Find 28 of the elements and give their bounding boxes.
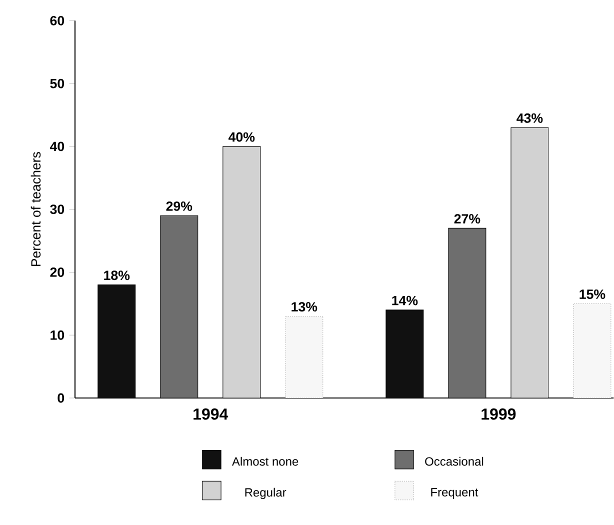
data-label: 14% bbox=[392, 296, 418, 306]
x-tick-label: 1999 bbox=[482, 408, 516, 420]
x-tick-label: 1994 bbox=[194, 408, 228, 420]
data-label: 27% bbox=[454, 214, 480, 224]
y-tick-label: 40 bbox=[50, 142, 64, 152]
bar bbox=[386, 310, 424, 398]
y-tick-label: 60 bbox=[50, 16, 64, 26]
legend-label: Regular bbox=[245, 488, 286, 500]
y-tick-label: 10 bbox=[50, 330, 64, 340]
y-tick-label: 30 bbox=[50, 204, 64, 214]
bar bbox=[160, 215, 198, 398]
data-label: 18% bbox=[104, 270, 130, 280]
y-tick-label: 0 bbox=[58, 393, 64, 403]
y-tick-label: 20 bbox=[50, 268, 64, 277]
bar bbox=[448, 228, 486, 398]
bar bbox=[285, 316, 324, 398]
y-axis-title: Percent of teachers bbox=[30, 152, 41, 266]
data-label: 13% bbox=[292, 302, 318, 312]
data-label: 40% bbox=[228, 132, 255, 142]
bar bbox=[573, 303, 612, 398]
legend-label: Occasional bbox=[425, 456, 484, 466]
data-label: 43% bbox=[516, 113, 543, 123]
legend-label: Frequent bbox=[431, 488, 478, 499]
legend-label: Almost none bbox=[232, 456, 298, 466]
y-tick-label: 50 bbox=[50, 78, 64, 88]
data-label: 29% bbox=[166, 201, 192, 211]
bar bbox=[98, 284, 136, 398]
data-label: 15% bbox=[580, 290, 606, 299]
